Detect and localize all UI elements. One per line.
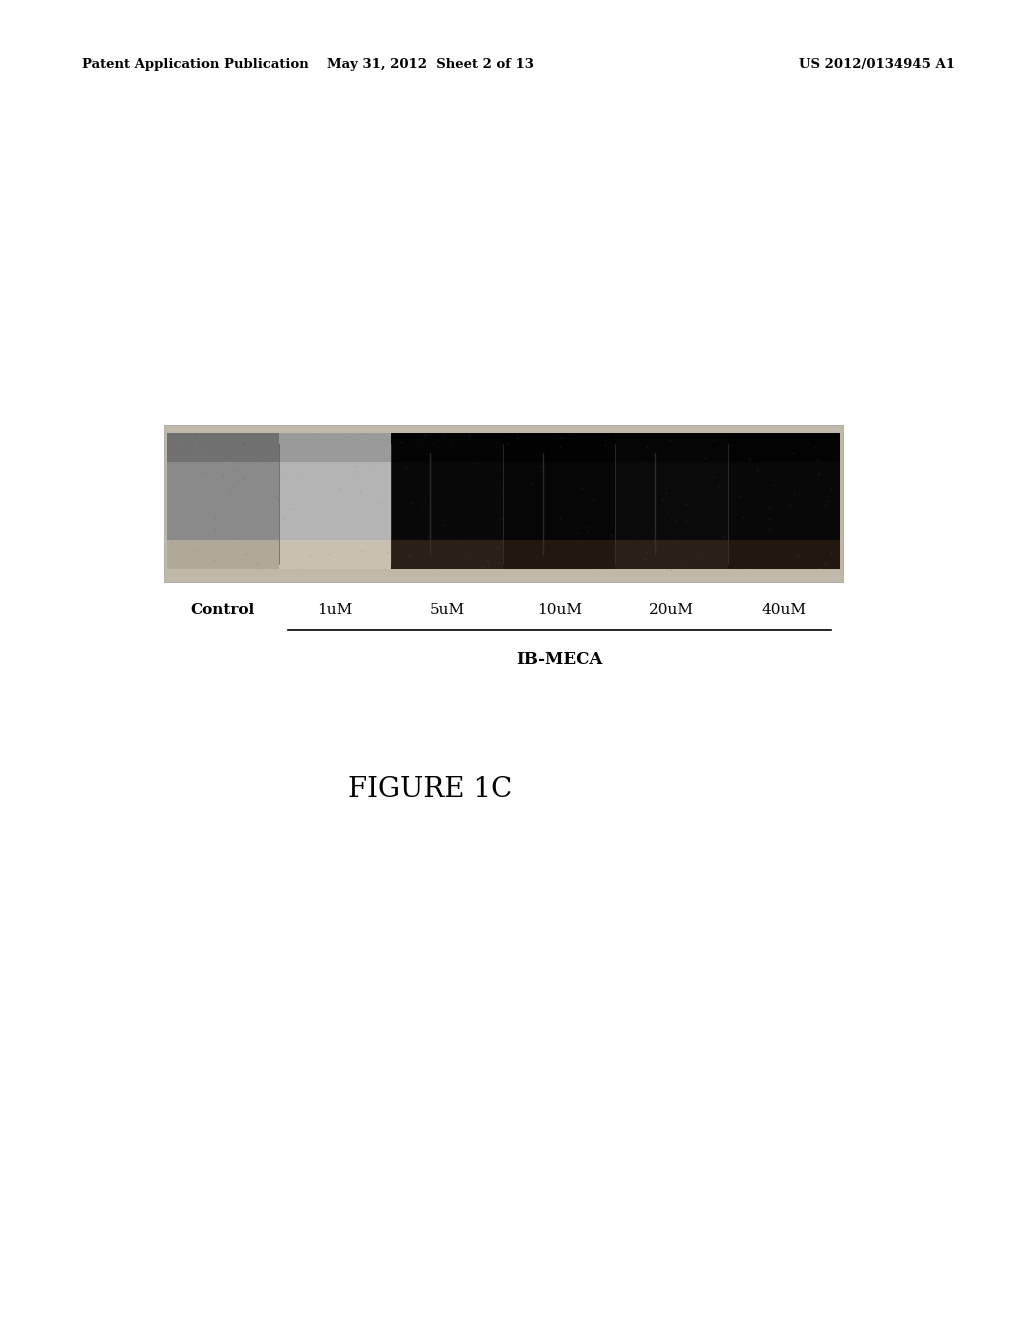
Text: 10uM: 10uM xyxy=(537,603,582,618)
Text: Patent Application Publication: Patent Application Publication xyxy=(82,58,308,71)
Bar xyxy=(391,444,504,564)
Text: 1uM: 1uM xyxy=(317,603,352,618)
Text: May 31, 2012  Sheet 2 of 13: May 31, 2012 Sheet 2 of 13 xyxy=(327,58,534,71)
Bar xyxy=(279,444,391,564)
Bar xyxy=(615,433,727,462)
Bar xyxy=(167,444,279,564)
Bar xyxy=(167,433,279,462)
Text: IB-MECA: IB-MECA xyxy=(516,651,602,668)
Text: 20uM: 20uM xyxy=(649,603,694,618)
Text: 40uM: 40uM xyxy=(761,603,806,618)
Bar xyxy=(391,433,504,462)
Bar xyxy=(615,540,727,569)
Bar xyxy=(167,540,279,569)
Bar xyxy=(503,444,615,564)
Bar xyxy=(727,444,840,564)
Bar xyxy=(391,540,504,569)
Text: Control: Control xyxy=(190,603,255,618)
Bar xyxy=(279,540,391,569)
Bar xyxy=(279,433,391,462)
Bar xyxy=(164,425,843,582)
Bar xyxy=(615,444,727,564)
Bar xyxy=(727,433,840,462)
Text: 5uM: 5uM xyxy=(430,603,465,618)
Bar xyxy=(503,540,615,569)
Bar xyxy=(727,540,840,569)
Text: FIGURE 1C: FIGURE 1C xyxy=(348,776,512,803)
Bar xyxy=(503,433,615,462)
Text: US 2012/0134945 A1: US 2012/0134945 A1 xyxy=(799,58,954,71)
